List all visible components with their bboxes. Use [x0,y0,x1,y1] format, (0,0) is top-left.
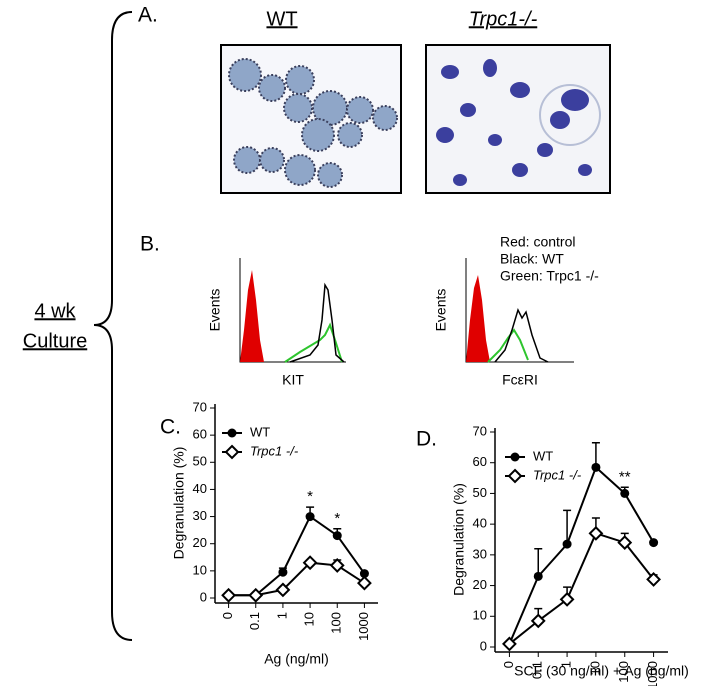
side-label: Culture [23,330,87,352]
marker [591,462,601,472]
legend-text: Red: control [500,234,575,250]
legend-text: Black: WT [500,251,564,267]
y-tick-label: 20 [473,577,487,592]
legend-text: Trpc1 -/- [533,467,582,482]
y-tick-label: 40 [473,516,487,531]
error-bar [563,509,572,545]
legend-marker [510,452,520,462]
y-tick-label: 10 [473,608,487,623]
marker [559,591,575,607]
marker [248,587,264,603]
marker [302,555,318,571]
marker [533,571,543,581]
panel-label: A. [138,4,158,27]
x-tick-label: 100 [329,612,344,634]
y-tick-label: 0 [480,638,487,653]
micrograph [425,44,611,194]
legend-text: WT [250,424,270,439]
column-title: Trpc1-/- [469,8,538,30]
x-tick-label: 100 [616,661,631,683]
axis-title: Events [433,289,449,332]
x-tick-label: 0.1 [247,612,262,630]
x-tick-label: 0.1 [530,661,545,679]
flow-histogram [239,258,574,363]
marker [646,572,661,587]
marker [329,558,345,573]
x-axis-title: Ag (ng/ml) [264,651,329,667]
marker [617,535,633,550]
significance: ** [619,468,631,485]
axis-title: KIT [282,372,304,388]
marker [620,488,630,498]
legend-marker [224,444,240,460]
x-tick-label: 10 [587,661,602,675]
legend-text: Green: Trpc1 -/- [500,268,599,284]
panel-label: B. [140,233,160,256]
axis-title: FcεRI [502,372,538,388]
y-tick-label: 50 [473,485,487,500]
series-line [508,532,655,645]
marker [278,567,288,577]
marker [359,569,369,579]
marker [588,525,604,541]
y-tick-label: 0 [200,589,207,604]
y-tick-label: 70 [193,399,207,414]
x-tick-label: 10 [302,612,317,626]
axis-title: Events [207,289,223,332]
marker [649,538,659,548]
legend-marker [507,468,523,484]
marker [332,531,342,541]
legend-text: WT [533,448,553,463]
y-tick-label: 20 [193,535,207,550]
y-tick-label: 40 [193,481,207,496]
legend-text: Trpc1 -/- [250,443,299,458]
y-tick-label: 30 [193,508,207,523]
bracket [93,11,133,641]
series-line [228,561,365,597]
panel-label: D. [416,428,437,451]
series-line [508,465,655,645]
y-tick-label: 50 [193,454,207,469]
micrograph [220,44,402,194]
x-axis-title: SCF (30 ng/ml) + Ag (ng/ml) [514,663,689,679]
x-tick-label: 1 [559,661,574,668]
marker [530,613,546,629]
marker [221,587,236,603]
x-tick-label: 1000 [645,661,660,686]
marker [502,636,517,652]
y-tick-label: 70 [473,423,487,438]
marker [305,512,315,522]
marker [275,582,291,598]
series-line [228,515,366,597]
legend-marker [227,428,237,438]
y-tick-label: 60 [193,427,207,442]
y-axis-title: Degranulation (%) [171,447,187,560]
marker [357,575,372,591]
x-tick-label: 1000 [356,612,371,641]
y-tick-label: 30 [473,546,487,561]
x-tick-label: 0 [501,661,516,668]
y-tick-label: 10 [193,562,207,577]
marker [562,539,572,549]
column-title: WT [266,8,297,30]
significance: * [334,510,340,527]
error-bar [534,547,543,577]
y-axis-title: Degranulation (%) [451,483,467,596]
y-tick-label: 60 [473,454,487,469]
x-tick-label: 1 [274,612,289,619]
side-label: 4 wk [34,300,76,322]
x-tick-label: 0 [220,612,235,619]
significance: * [307,488,313,505]
panel-label: C. [160,416,181,439]
